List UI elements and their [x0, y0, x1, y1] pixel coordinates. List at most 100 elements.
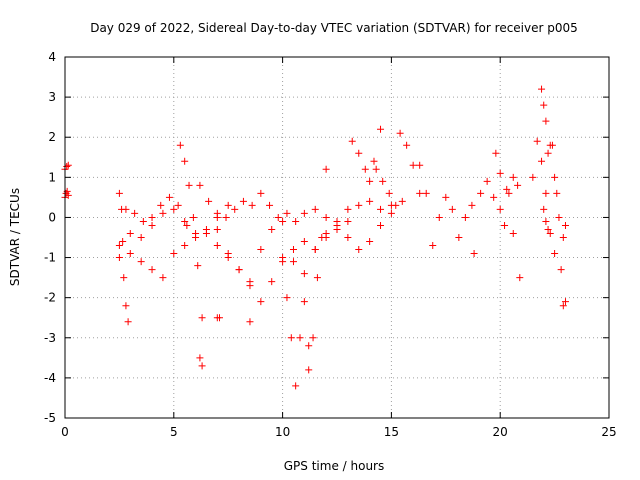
data-point — [377, 125, 385, 133]
data-points — [61, 85, 569, 390]
series-track — [202, 229, 254, 290]
data-point — [305, 342, 313, 350]
data-point — [283, 294, 291, 302]
x-tick-label: 10 — [275, 425, 290, 439]
data-point — [170, 250, 178, 258]
data-point — [205, 197, 213, 205]
data-point — [157, 201, 165, 209]
data-point — [165, 193, 173, 201]
grid-lines — [65, 57, 609, 418]
data-point — [279, 254, 287, 262]
data-point — [248, 201, 256, 209]
series-track — [213, 217, 313, 350]
data-point — [514, 181, 522, 189]
data-point — [548, 141, 556, 149]
data-point — [509, 173, 517, 181]
data-point — [477, 189, 485, 197]
series-track — [61, 187, 72, 201]
data-point — [148, 213, 156, 221]
series-track — [122, 193, 191, 229]
x-tick-label: 25 — [601, 425, 616, 439]
data-point — [213, 209, 221, 217]
data-point — [355, 149, 363, 157]
data-point — [292, 217, 300, 225]
data-point — [344, 234, 352, 241]
data-point — [126, 250, 134, 258]
y-tick-label: 2 — [48, 130, 56, 144]
series-track — [115, 189, 132, 326]
data-point — [124, 318, 132, 326]
data-point — [396, 129, 404, 137]
data-point — [544, 225, 552, 233]
data-point — [213, 242, 221, 250]
data-point — [361, 165, 369, 173]
series-track — [311, 197, 406, 254]
data-point — [538, 85, 546, 93]
series-track — [176, 141, 206, 322]
data-point — [287, 334, 295, 342]
data-point — [468, 201, 476, 209]
data-point — [300, 209, 308, 217]
data-point — [313, 274, 321, 282]
data-point — [64, 161, 72, 169]
y-tick-label: -5 — [44, 411, 56, 425]
data-point — [268, 225, 276, 233]
x-tick-labels: 0 5 10 15 20 25 — [61, 425, 616, 439]
data-point — [300, 298, 308, 306]
y-tick-label: 1 — [48, 170, 56, 184]
series-track — [311, 197, 395, 254]
data-point — [63, 163, 71, 171]
data-point — [542, 189, 550, 197]
data-point — [292, 382, 300, 390]
series-track — [546, 141, 556, 149]
data-point — [379, 177, 387, 185]
series-track — [279, 254, 308, 390]
data-point — [501, 221, 509, 229]
data-point — [115, 254, 123, 262]
data-point — [196, 354, 204, 362]
data-point — [159, 274, 167, 282]
data-point — [387, 209, 395, 217]
series-track — [538, 85, 552, 157]
data-point — [470, 250, 478, 258]
data-point — [483, 177, 491, 185]
data-point — [137, 258, 145, 266]
data-point — [322, 213, 330, 221]
y-axis-label: SDTVAR / TECUs — [8, 188, 22, 286]
series-track — [305, 165, 330, 374]
data-point — [366, 177, 374, 185]
data-point — [416, 189, 424, 197]
data-point — [181, 157, 189, 165]
data-point — [257, 298, 265, 306]
y-tick-labels: -5 -4 -3 -2 -1 0 1 2 3 4 — [44, 50, 56, 425]
data-point — [192, 229, 200, 237]
data-point — [126, 229, 134, 237]
data-point — [122, 302, 130, 310]
data-point — [490, 193, 498, 201]
data-point — [561, 298, 569, 306]
data-point — [555, 213, 563, 221]
series-track — [529, 137, 559, 258]
data-point — [213, 225, 221, 233]
data-point — [422, 189, 430, 197]
data-point — [529, 173, 537, 181]
data-point — [296, 334, 304, 342]
y-tick-label: 3 — [48, 90, 56, 104]
data-point — [559, 302, 567, 310]
data-point — [196, 181, 204, 189]
y-tick-label: -1 — [44, 251, 56, 265]
data-point — [355, 246, 363, 254]
data-point — [344, 217, 352, 225]
data-point — [344, 205, 352, 213]
data-point — [300, 238, 308, 246]
data-point — [542, 217, 550, 225]
data-point — [505, 189, 513, 197]
data-point — [115, 242, 123, 250]
data-point — [257, 246, 265, 254]
data-point — [283, 209, 291, 217]
data-point — [274, 213, 282, 221]
data-point — [377, 205, 385, 213]
data-point — [533, 137, 541, 145]
data-point — [215, 314, 223, 322]
series-track — [470, 169, 524, 282]
